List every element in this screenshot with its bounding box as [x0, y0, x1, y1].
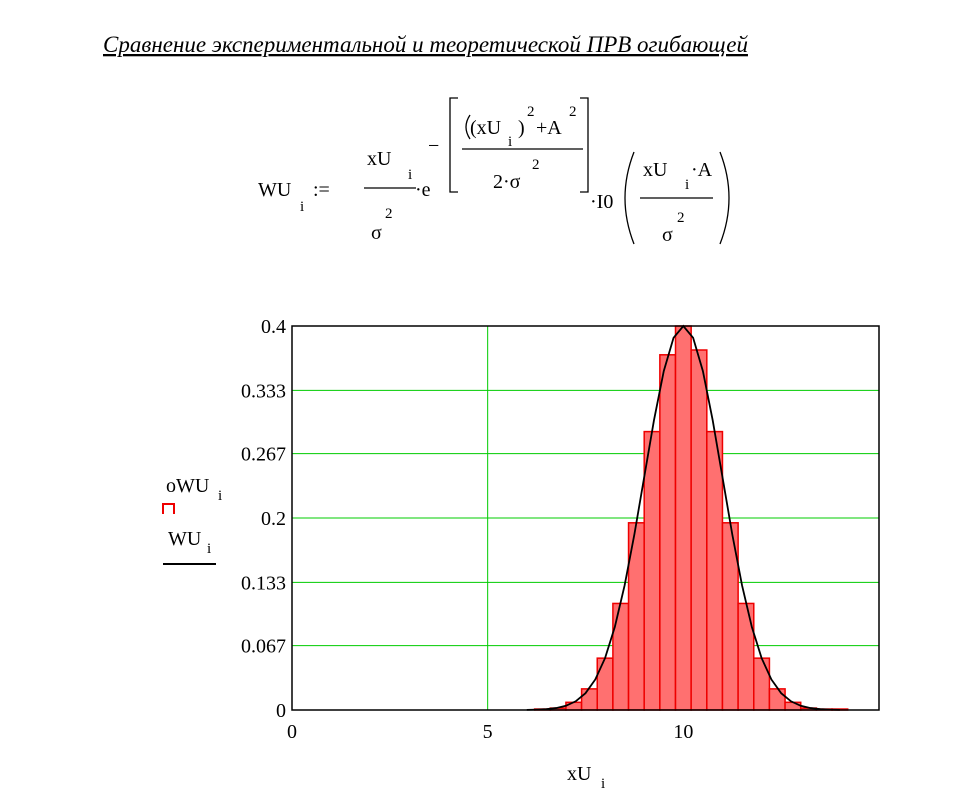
y-tick-label: 0.067 — [241, 636, 286, 658]
formula — [364, 97, 730, 245]
bar — [659, 354, 677, 711]
heading: Сравнение экспериментальной и теоретичес… — [103, 32, 748, 57]
bar — [706, 430, 724, 711]
bar — [643, 430, 661, 711]
paren — [624, 151, 635, 245]
bar — [753, 657, 771, 711]
x-label-sub: i — [601, 776, 605, 792]
bar — [768, 688, 786, 711]
bracket — [580, 97, 589, 193]
formula-part: WU — [258, 179, 292, 201]
formula-part: i — [300, 199, 304, 215]
x-tick-label: 10 — [673, 721, 693, 743]
formula-part: 2 — [677, 210, 685, 226]
formula-part: 2·σ — [493, 171, 521, 193]
y-tick-label: 0.267 — [241, 444, 286, 466]
y-tick-label: 0.333 — [241, 380, 286, 402]
formula-part: σ — [371, 222, 382, 244]
x-label: xU — [567, 763, 592, 785]
y-tick-label: 0 — [276, 700, 286, 722]
formula-part: 2 — [385, 206, 393, 222]
legend-label-sub: i — [218, 488, 222, 504]
bracket — [449, 97, 458, 193]
formula-part: − — [428, 135, 439, 157]
formula-part: ·A — [691, 159, 713, 181]
legend-label: WU — [168, 528, 202, 550]
plot-frame — [291, 325, 880, 711]
formula-part: i — [508, 134, 512, 150]
y-tick-label: 0.133 — [241, 572, 286, 594]
legend-symbol — [162, 503, 175, 514]
bar — [690, 349, 708, 711]
x-tick-label: 5 — [483, 721, 493, 743]
paren — [719, 151, 730, 245]
formula-part: i — [408, 167, 412, 183]
y-tick-label: 0.2 — [261, 508, 286, 530]
formula-part: +A — [536, 117, 562, 139]
legend-label-sub: i — [207, 541, 211, 557]
formula-part: 2 — [569, 104, 577, 120]
bar — [737, 602, 755, 711]
y-tick-label: 0.4 — [261, 316, 286, 338]
formula-part: := — [313, 179, 330, 201]
formula-part: 2 — [527, 104, 535, 120]
bar — [596, 657, 614, 711]
paren — [465, 114, 471, 140]
formula-part: 2 — [532, 157, 540, 173]
formula-part: i — [685, 177, 689, 193]
formula-part: xU — [367, 148, 392, 170]
bar — [674, 325, 692, 711]
bar — [580, 688, 598, 711]
legend-label: oWU — [166, 475, 210, 497]
x-tick-label: 0 — [287, 721, 297, 743]
formula-part: ·e — [415, 179, 431, 201]
formula-part: ) — [518, 117, 525, 139]
bar — [565, 701, 583, 711]
formula-part: (xU — [470, 117, 502, 139]
bar — [612, 602, 630, 711]
formula-part: ·I0 — [590, 191, 613, 213]
formula-part: σ — [662, 224, 673, 246]
bar — [784, 701, 802, 711]
formula-part: xU — [643, 159, 668, 181]
